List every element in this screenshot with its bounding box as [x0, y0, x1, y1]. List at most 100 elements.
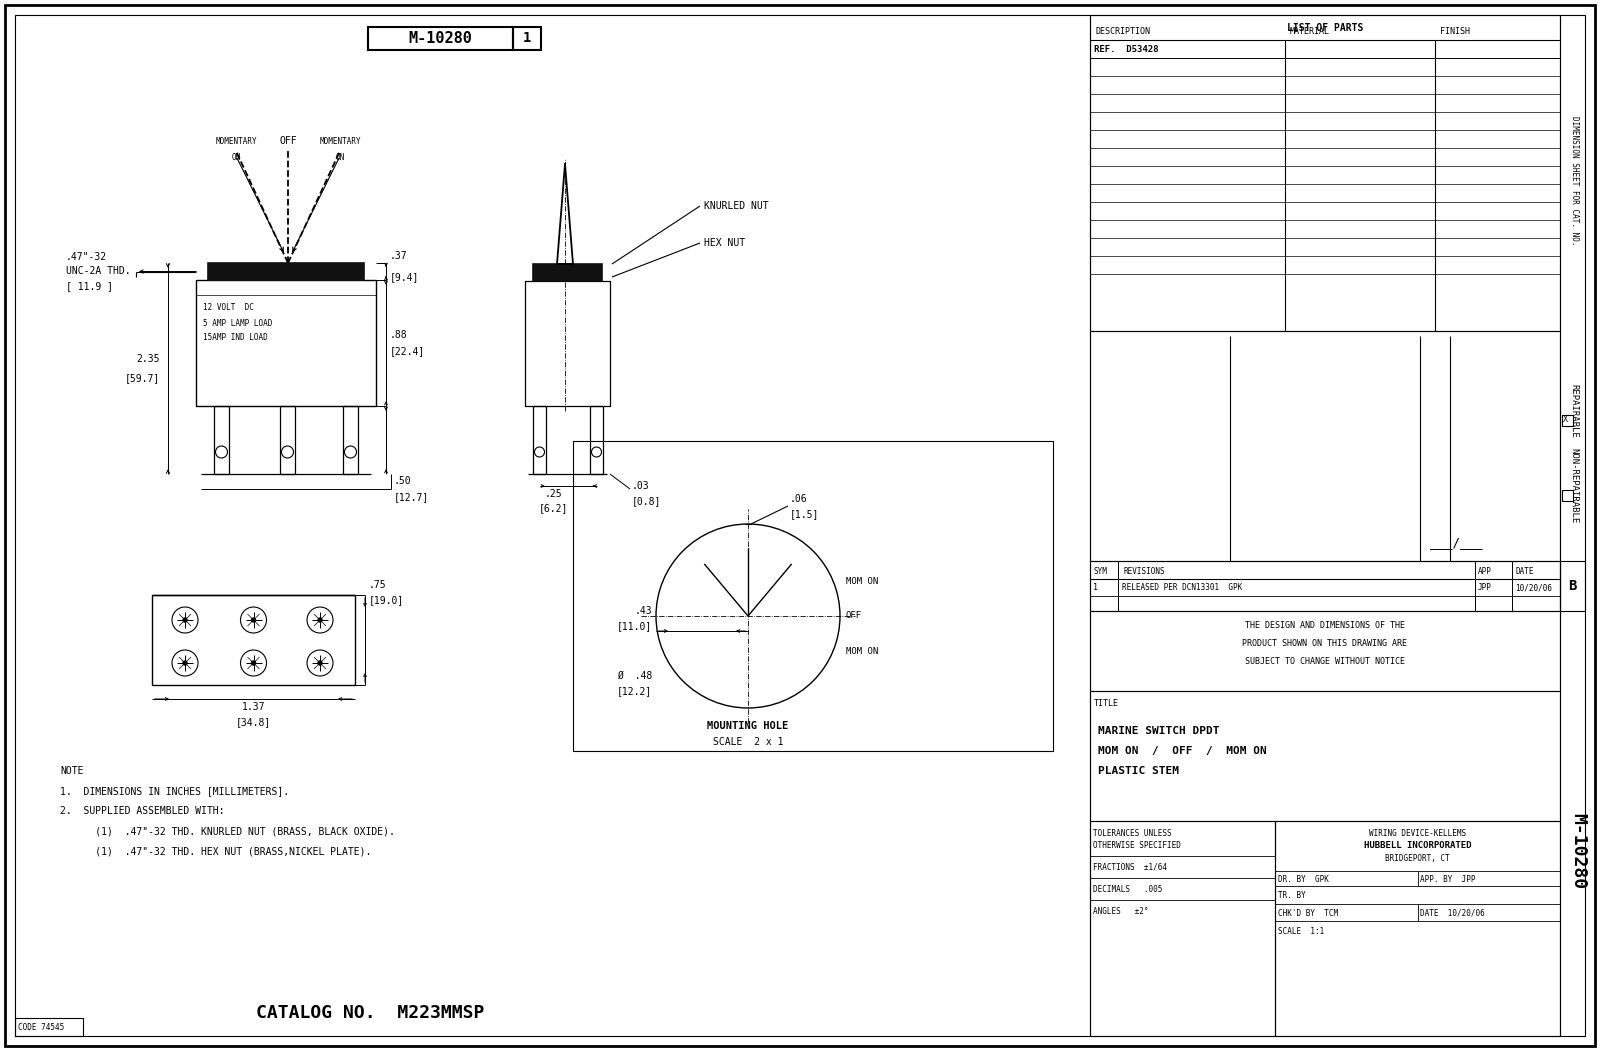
Text: .03: .03 — [632, 481, 650, 491]
Text: [9.4]: [9.4] — [390, 272, 419, 282]
Bar — [1090, 561, 1560, 611]
Bar — [1562, 415, 1573, 426]
Text: MOM ON: MOM ON — [846, 646, 878, 656]
Text: [59.7]: [59.7] — [125, 373, 160, 384]
Text: DECIMALS   .005: DECIMALS .005 — [1093, 885, 1162, 893]
Bar — [1090, 821, 1275, 1036]
Text: .43: .43 — [634, 606, 653, 616]
Bar — [590, 406, 603, 474]
Text: SCALE  1:1: SCALE 1:1 — [1278, 927, 1325, 935]
Bar — [514, 27, 541, 50]
Text: (1)  .47"-32 THD. HEX NUT (BRASS,NICKEL PLATE).: (1) .47"-32 THD. HEX NUT (BRASS,NICKEL P… — [61, 846, 371, 856]
Bar — [525, 281, 610, 406]
Bar — [1090, 15, 1560, 331]
Text: FINISH: FINISH — [1440, 26, 1470, 36]
Text: [11.0]: [11.0] — [616, 621, 653, 631]
Text: Ø  .48: Ø .48 — [616, 671, 653, 681]
Text: REF.  D53428: REF. D53428 — [1094, 44, 1158, 54]
Text: 1.  DIMENSIONS IN INCHES [MILLIMETERS].: 1. DIMENSIONS IN INCHES [MILLIMETERS]. — [61, 786, 290, 796]
Text: ___/___: ___/___ — [1430, 536, 1483, 550]
Text: 15AMP IND LOAD: 15AMP IND LOAD — [203, 333, 267, 343]
Text: KNURLED NUT: KNURLED NUT — [704, 201, 768, 211]
Bar — [14, 1018, 83, 1036]
Bar — [1090, 611, 1560, 691]
Text: [19.0]: [19.0] — [370, 595, 405, 605]
Circle shape — [182, 618, 187, 622]
Text: .50: .50 — [394, 476, 411, 486]
Text: ANGLES   ±2°: ANGLES ±2° — [1093, 907, 1149, 915]
Text: OFF: OFF — [278, 136, 298, 146]
Bar — [195, 280, 376, 406]
Text: PRODUCT SHOWN ON THIS DRAWING ARE: PRODUCT SHOWN ON THIS DRAWING ARE — [1243, 639, 1408, 648]
Bar — [1090, 691, 1560, 821]
Text: RELEASED PER DCN13301  GPK: RELEASED PER DCN13301 GPK — [1122, 583, 1242, 593]
Text: TOLERANCES UNLESS: TOLERANCES UNLESS — [1093, 828, 1171, 838]
Text: 12 VOLT  DC: 12 VOLT DC — [203, 304, 254, 312]
Text: [34.8]: [34.8] — [235, 717, 270, 727]
Bar — [280, 406, 294, 474]
Text: ON: ON — [232, 153, 240, 162]
Text: JPP: JPP — [1478, 583, 1491, 593]
Bar — [1560, 561, 1586, 611]
Text: .75: .75 — [370, 580, 387, 590]
Text: TITLE: TITLE — [1094, 699, 1118, 707]
Bar — [1090, 331, 1560, 561]
Text: 1.37: 1.37 — [242, 702, 266, 712]
Bar — [533, 406, 546, 474]
Text: MOM ON: MOM ON — [846, 577, 878, 585]
Text: REPAIRABLE: REPAIRABLE — [1570, 384, 1579, 438]
Text: DIMENSION SHEET FOR CAT. NO.: DIMENSION SHEET FOR CAT. NO. — [1570, 117, 1579, 246]
Text: .88: .88 — [390, 330, 408, 341]
Text: DR. BY  GPK: DR. BY GPK — [1278, 874, 1330, 884]
Text: CODE 74545: CODE 74545 — [18, 1023, 64, 1031]
Text: M-10280: M-10280 — [1570, 812, 1587, 889]
Text: [ 11.9 ]: [ 11.9 ] — [66, 282, 114, 291]
Bar — [573, 441, 1053, 751]
Text: MOUNTING HOLE: MOUNTING HOLE — [707, 721, 789, 731]
Text: DESCRIPTION: DESCRIPTION — [1094, 26, 1150, 36]
Text: .25: .25 — [544, 489, 562, 499]
Text: [1.5]: [1.5] — [790, 509, 819, 519]
Text: NON-REPAIRABLE: NON-REPAIRABLE — [1570, 449, 1579, 523]
Circle shape — [182, 661, 187, 665]
Circle shape — [318, 618, 322, 622]
Text: MOMENTARY: MOMENTARY — [318, 137, 362, 146]
Bar — [533, 264, 602, 281]
Circle shape — [251, 661, 256, 665]
Text: MOM ON  /  OFF  /  MOM ON: MOM ON / OFF / MOM ON — [1098, 746, 1267, 756]
Text: ON: ON — [336, 153, 344, 162]
Text: (1)  .47"-32 THD. KNURLED NUT (BRASS, BLACK OXIDE).: (1) .47"-32 THD. KNURLED NUT (BRASS, BLA… — [61, 826, 395, 836]
Bar — [214, 406, 229, 474]
Text: [12.7]: [12.7] — [394, 492, 429, 502]
Bar — [152, 595, 355, 685]
Text: SCALE  2 x 1: SCALE 2 x 1 — [712, 737, 784, 747]
Text: .06: .06 — [790, 494, 808, 504]
Text: [0.8]: [0.8] — [632, 496, 661, 506]
Text: TR. BY: TR. BY — [1278, 890, 1306, 900]
Text: X: X — [1563, 415, 1568, 425]
Text: CATALOG NO.  M223MMSP: CATALOG NO. M223MMSP — [256, 1004, 485, 1022]
Text: LIST OF PARTS: LIST OF PARTS — [1286, 23, 1363, 33]
Text: SYM: SYM — [1093, 566, 1107, 576]
Circle shape — [251, 618, 256, 622]
Text: OTHERWISE SPECIFIED: OTHERWISE SPECIFIED — [1093, 841, 1181, 849]
Text: HUBBELL INCORPORATED: HUBBELL INCORPORATED — [1363, 842, 1472, 850]
Text: MOMENTARY: MOMENTARY — [214, 137, 258, 146]
Text: OFF: OFF — [846, 612, 862, 620]
Text: B: B — [1568, 579, 1576, 593]
Text: 10/20/06: 10/20/06 — [1515, 583, 1552, 593]
Text: CHK'D BY  TCM: CHK'D BY TCM — [1278, 908, 1338, 918]
Text: [22.4]: [22.4] — [390, 346, 426, 356]
Bar — [368, 27, 514, 50]
Text: APP. BY  JPP: APP. BY JPP — [1421, 874, 1475, 884]
Text: SUBJECT TO CHANGE WITHOUT NOTICE: SUBJECT TO CHANGE WITHOUT NOTICE — [1245, 658, 1405, 666]
Text: .47"-32: .47"-32 — [66, 251, 107, 262]
Text: [12.2]: [12.2] — [616, 686, 653, 696]
Text: .37: .37 — [390, 251, 408, 261]
Circle shape — [318, 661, 322, 665]
Text: WIRING DEVICE-KELLEMS: WIRING DEVICE-KELLEMS — [1370, 828, 1466, 838]
Text: BRIDGEPORT, CT: BRIDGEPORT, CT — [1386, 854, 1450, 864]
Bar — [1562, 490, 1573, 501]
Text: 2.  SUPPLIED ASSEMBLED WITH:: 2. SUPPLIED ASSEMBLED WITH: — [61, 806, 224, 816]
Text: MARINE SWITCH DPDT: MARINE SWITCH DPDT — [1098, 726, 1219, 736]
